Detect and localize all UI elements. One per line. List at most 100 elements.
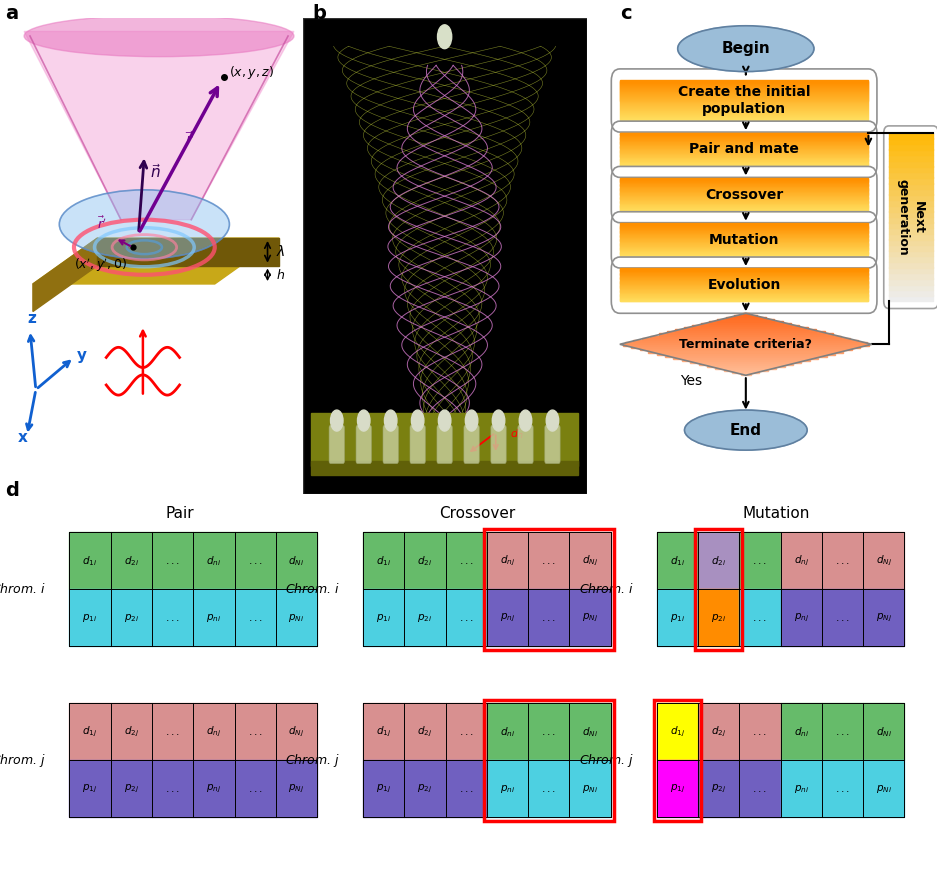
Polygon shape bbox=[404, 703, 446, 760]
Polygon shape bbox=[620, 106, 868, 108]
Polygon shape bbox=[698, 532, 739, 590]
Polygon shape bbox=[889, 245, 933, 251]
Polygon shape bbox=[620, 149, 868, 151]
Polygon shape bbox=[620, 91, 868, 93]
Polygon shape bbox=[620, 233, 868, 234]
Text: $d_{Nj}$: $d_{Nj}$ bbox=[289, 725, 305, 739]
Polygon shape bbox=[620, 269, 868, 270]
Polygon shape bbox=[620, 144, 868, 145]
Text: a: a bbox=[5, 4, 18, 24]
Polygon shape bbox=[620, 187, 868, 189]
Polygon shape bbox=[620, 249, 868, 251]
Polygon shape bbox=[620, 162, 868, 163]
Polygon shape bbox=[684, 328, 808, 330]
Circle shape bbox=[384, 410, 397, 431]
Polygon shape bbox=[620, 275, 868, 277]
Text: $p_{2j}$: $p_{2j}$ bbox=[124, 782, 139, 795]
Polygon shape bbox=[620, 274, 868, 275]
Text: Crossover: Crossover bbox=[440, 506, 516, 521]
Polygon shape bbox=[889, 223, 933, 229]
Text: $d_{Ni}$: $d_{Ni}$ bbox=[876, 725, 892, 739]
Polygon shape bbox=[732, 371, 760, 374]
Polygon shape bbox=[528, 760, 569, 818]
Polygon shape bbox=[620, 244, 868, 245]
Text: $p_{ni}$: $p_{ni}$ bbox=[499, 782, 516, 795]
Polygon shape bbox=[620, 183, 868, 184]
Polygon shape bbox=[620, 193, 868, 194]
Polygon shape bbox=[822, 703, 863, 760]
Polygon shape bbox=[620, 134, 868, 135]
Polygon shape bbox=[889, 172, 933, 178]
Text: $...$: $...$ bbox=[248, 784, 263, 794]
Text: $h$: $h$ bbox=[276, 268, 286, 282]
Polygon shape bbox=[889, 278, 933, 284]
Text: $...$: $...$ bbox=[541, 556, 556, 566]
Text: $d_{1j}$: $d_{1j}$ bbox=[670, 725, 685, 739]
Polygon shape bbox=[620, 107, 868, 109]
Polygon shape bbox=[620, 207, 868, 208]
Polygon shape bbox=[528, 703, 569, 760]
Polygon shape bbox=[620, 159, 868, 160]
Polygon shape bbox=[620, 99, 868, 101]
Polygon shape bbox=[634, 340, 858, 343]
Polygon shape bbox=[620, 162, 868, 164]
Polygon shape bbox=[620, 139, 868, 140]
Polygon shape bbox=[620, 158, 868, 159]
Polygon shape bbox=[235, 590, 276, 646]
Polygon shape bbox=[193, 532, 235, 590]
Polygon shape bbox=[276, 532, 317, 590]
Polygon shape bbox=[569, 532, 611, 590]
Polygon shape bbox=[620, 283, 868, 285]
Polygon shape bbox=[33, 238, 97, 312]
Polygon shape bbox=[620, 92, 868, 94]
Polygon shape bbox=[889, 295, 933, 301]
Polygon shape bbox=[620, 185, 868, 186]
Polygon shape bbox=[674, 356, 818, 358]
Polygon shape bbox=[620, 225, 868, 227]
Polygon shape bbox=[620, 200, 868, 202]
Text: $d_n$: $d_n$ bbox=[510, 427, 523, 442]
Polygon shape bbox=[620, 242, 868, 243]
Polygon shape bbox=[698, 760, 739, 818]
Circle shape bbox=[519, 410, 532, 431]
Text: $p_{Nj}$: $p_{Nj}$ bbox=[876, 612, 892, 624]
Polygon shape bbox=[620, 251, 868, 252]
Polygon shape bbox=[620, 200, 868, 201]
Text: $d_{Ni}$: $d_{Ni}$ bbox=[582, 725, 598, 739]
Polygon shape bbox=[620, 198, 868, 200]
Polygon shape bbox=[620, 112, 868, 113]
Polygon shape bbox=[69, 590, 111, 646]
Polygon shape bbox=[620, 238, 868, 240]
Polygon shape bbox=[658, 334, 833, 336]
Text: $...$: $...$ bbox=[835, 556, 850, 566]
Polygon shape bbox=[620, 161, 868, 162]
Polygon shape bbox=[193, 703, 235, 760]
Text: $\vec{r}'$: $\vec{r}'$ bbox=[97, 215, 107, 232]
Polygon shape bbox=[620, 203, 868, 204]
Polygon shape bbox=[620, 245, 868, 247]
Polygon shape bbox=[620, 231, 868, 232]
Text: $...$: $...$ bbox=[166, 556, 180, 566]
Text: $d_{2j}$: $d_{2j}$ bbox=[124, 725, 139, 739]
Text: Mutation: Mutation bbox=[709, 233, 780, 247]
Text: y: y bbox=[77, 348, 87, 363]
Text: Create the initial
population: Create the initial population bbox=[678, 86, 811, 116]
Polygon shape bbox=[620, 118, 868, 120]
Polygon shape bbox=[620, 184, 868, 185]
Polygon shape bbox=[620, 228, 868, 230]
Polygon shape bbox=[620, 102, 868, 103]
Text: $...$: $...$ bbox=[248, 613, 263, 623]
Polygon shape bbox=[620, 280, 868, 281]
Polygon shape bbox=[620, 97, 868, 99]
Text: Chrom. $i$: Chrom. $i$ bbox=[0, 583, 46, 596]
Text: $p_{1j}$: $p_{1j}$ bbox=[82, 782, 97, 795]
Polygon shape bbox=[569, 760, 611, 818]
Text: $d_{2i}$: $d_{2i}$ bbox=[711, 554, 727, 568]
Polygon shape bbox=[446, 703, 487, 760]
Polygon shape bbox=[620, 181, 868, 183]
FancyBboxPatch shape bbox=[464, 426, 480, 464]
Text: $...$: $...$ bbox=[166, 784, 180, 794]
Polygon shape bbox=[620, 145, 868, 146]
Polygon shape bbox=[620, 150, 868, 152]
Text: Chrom. $j$: Chrom. $j$ bbox=[0, 751, 46, 769]
